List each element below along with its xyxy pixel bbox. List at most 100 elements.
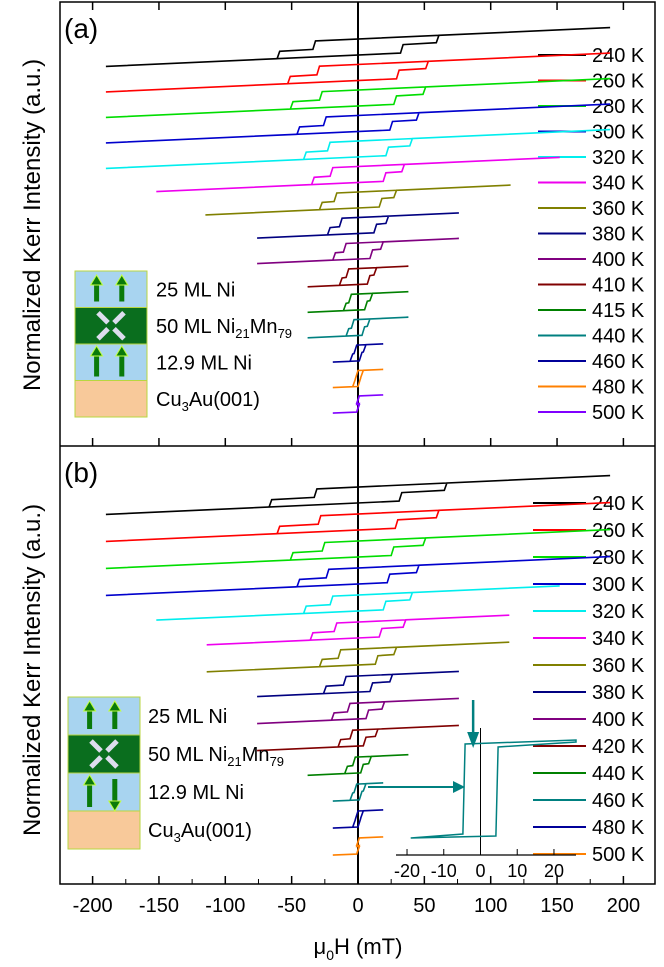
layer-1: [74, 307, 148, 345]
layer-1: [67, 734, 141, 774]
legend-label: 460 K: [592, 790, 645, 812]
af-arrow: [105, 739, 119, 753]
up-arrow-icon: [89, 345, 104, 377]
legend-label: 300 K: [592, 574, 645, 596]
legend-label: 500 K: [592, 402, 645, 424]
panel-a: 240 K 260 K 280 K 300 K 320 K 340 K 360 K 380 K…: [105, 26, 645, 424]
x-tick-label: -50: [277, 895, 306, 917]
y-axis-label-a: Normalized Kerr Intensity (a.u.): [19, 59, 46, 391]
loop-300K: [105, 555, 611, 597]
legend-label: 320 K: [592, 147, 645, 169]
loop-440K: [307, 753, 409, 777]
loop-360K: [205, 184, 511, 216]
layer-2: [74, 343, 148, 381]
x-tick-label: 100: [474, 895, 507, 917]
loop-340K: [206, 614, 510, 646]
legend-label: 400 K: [592, 709, 645, 731]
layer-0: [74, 270, 148, 308]
loop-340K: [156, 156, 560, 193]
arrow-head: [114, 345, 129, 357]
legend-label: 240 K: [592, 493, 645, 515]
af-arrow: [112, 310, 126, 325]
arrow-head: [114, 274, 129, 286]
legend-label: 440 K: [592, 326, 645, 348]
loop-300K: [105, 103, 611, 144]
loop-240K: [105, 26, 611, 68]
loop-360K: [206, 641, 510, 673]
down-arrow-icon: [467, 732, 480, 748]
inset-x-tick-label: -20: [394, 861, 420, 881]
y-axis-label-b: Normalized Kerr Intensity (a.u.): [19, 504, 46, 836]
arrow-head: [89, 345, 104, 357]
af-arrow: [89, 755, 103, 769]
layer-3: [74, 380, 148, 418]
loop-500K: [332, 836, 384, 856]
inset-x-tick-label: 10: [507, 861, 527, 881]
legend-label: 320 K: [592, 601, 645, 623]
layer-0: [67, 696, 141, 736]
legend-label: 410 K: [592, 275, 645, 297]
inset-pointer-arrow: [368, 781, 465, 793]
arrow-head: [107, 800, 122, 812]
legend-label: 300 K: [592, 122, 645, 144]
legend-label: 280 K: [592, 547, 645, 569]
loop-400K: [257, 697, 459, 725]
inset-x-tick-label: 20: [544, 861, 564, 881]
x-tick-label: -200: [73, 895, 113, 917]
layer-label: 12.9 ML Ni: [148, 782, 244, 804]
arrow-head: [89, 274, 104, 286]
loop-260K: [105, 501, 611, 543]
loop-320K: [105, 128, 611, 170]
layer-label: 50 ML Ni21Mn79: [148, 744, 284, 769]
loop-440K: [307, 316, 409, 339]
up-arrow-icon: [89, 274, 104, 302]
panel-b: 240 K 260 K 280 K 300 K 320 K 340 K 360 K 380 K…: [105, 474, 645, 866]
af-arrow: [96, 310, 110, 325]
legend-label: 340 K: [592, 173, 645, 195]
loop-460K: [332, 343, 384, 363]
x-axis-ticks: -200 -150 -100 -50 0 50 100 150 200: [73, 2, 640, 917]
panel-label-b: (b): [64, 457, 98, 488]
af-arrow: [96, 326, 110, 341]
af-arrow: [89, 739, 103, 753]
legend-label: 480 K: [592, 817, 645, 839]
x-tick-label: 200: [607, 895, 640, 917]
loop-380K: [257, 212, 459, 239]
legend-label: 280 K: [592, 96, 645, 118]
inset-x-tick-label: -10: [431, 861, 457, 881]
layer-label: 50 ML Ni21Mn79: [156, 316, 292, 341]
inset-loop: [410, 739, 577, 839]
legend-label: 260 K: [592, 71, 645, 93]
loop-320K: [156, 585, 560, 621]
legend-label: 340 K: [592, 628, 645, 650]
layer-3: [67, 810, 141, 850]
arrow-head: [107, 700, 122, 712]
layer-label: 25 ML Ni: [156, 279, 235, 301]
af-arrow: [112, 326, 126, 341]
legend-label: 240 K: [592, 45, 645, 67]
inset-x-tick-label: 0: [475, 861, 485, 881]
af-arrow: [105, 755, 119, 769]
loop-400K: [257, 237, 459, 265]
legend-label: 360 K: [592, 198, 645, 220]
x-tick-label: 0: [352, 895, 363, 917]
loop-280K: [105, 528, 611, 570]
x-tick-label: -150: [139, 895, 179, 917]
loop-410K: [307, 265, 409, 288]
loop-280K: [105, 77, 611, 119]
legend-label: 500 K: [592, 844, 645, 866]
layer-2: [67, 772, 141, 812]
x-tick-label: 50: [413, 895, 435, 917]
x-tick-label: -100: [205, 895, 245, 917]
loop-480K: [332, 368, 384, 389]
legend-label: 440 K: [592, 763, 645, 785]
legend-label: 360 K: [592, 655, 645, 677]
up-arrow-icon: [82, 700, 97, 729]
legend-label: 420 K: [592, 736, 645, 758]
loop-460K: [332, 782, 384, 802]
up-arrow-icon: [107, 700, 122, 729]
layer-label: 12.9 ML Ni: [156, 352, 252, 374]
inset-460k: -20 -10 0 10 20: [394, 700, 577, 881]
sample-diagram-b: 25 ML Ni 50 ML Ni21Mn79 12.9 ML Ni Cu3Au(00…: [67, 696, 284, 850]
